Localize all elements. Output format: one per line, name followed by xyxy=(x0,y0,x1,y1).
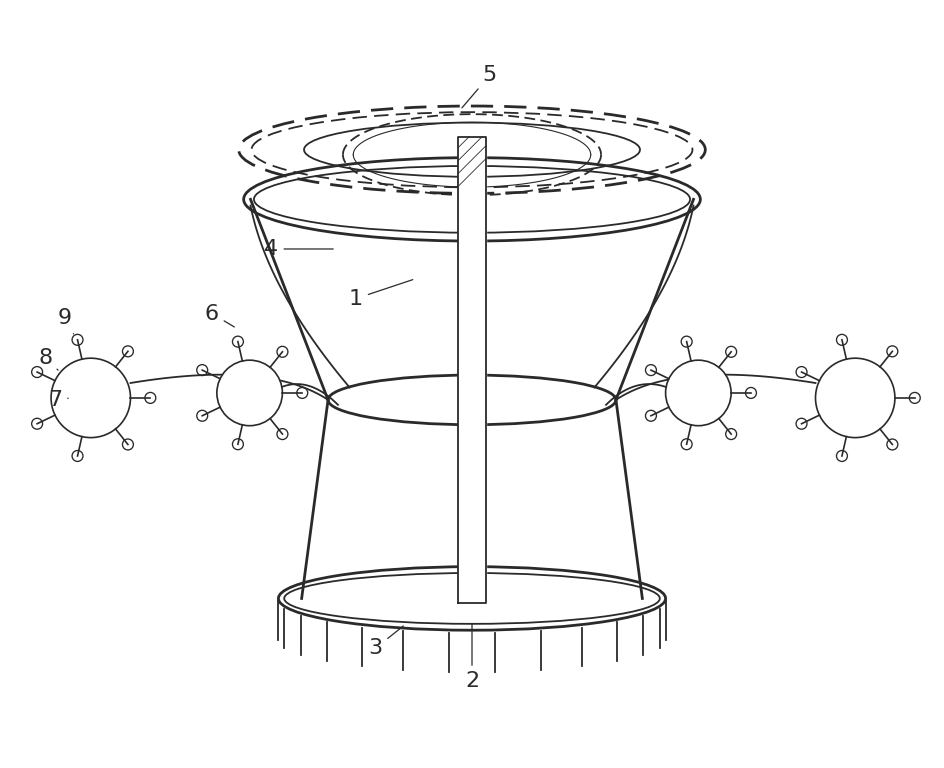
Text: 3: 3 xyxy=(368,626,403,658)
Polygon shape xyxy=(458,137,485,604)
Circle shape xyxy=(665,360,731,425)
Text: 6: 6 xyxy=(205,303,234,327)
Text: 4: 4 xyxy=(264,239,333,259)
Text: 8: 8 xyxy=(38,348,58,370)
Text: 5: 5 xyxy=(462,65,497,108)
Circle shape xyxy=(815,358,894,438)
Text: 2: 2 xyxy=(464,624,479,691)
Circle shape xyxy=(216,360,282,425)
Text: 9: 9 xyxy=(58,309,74,334)
Text: 1: 1 xyxy=(348,280,413,309)
Circle shape xyxy=(51,358,130,438)
Text: 7: 7 xyxy=(48,390,68,410)
